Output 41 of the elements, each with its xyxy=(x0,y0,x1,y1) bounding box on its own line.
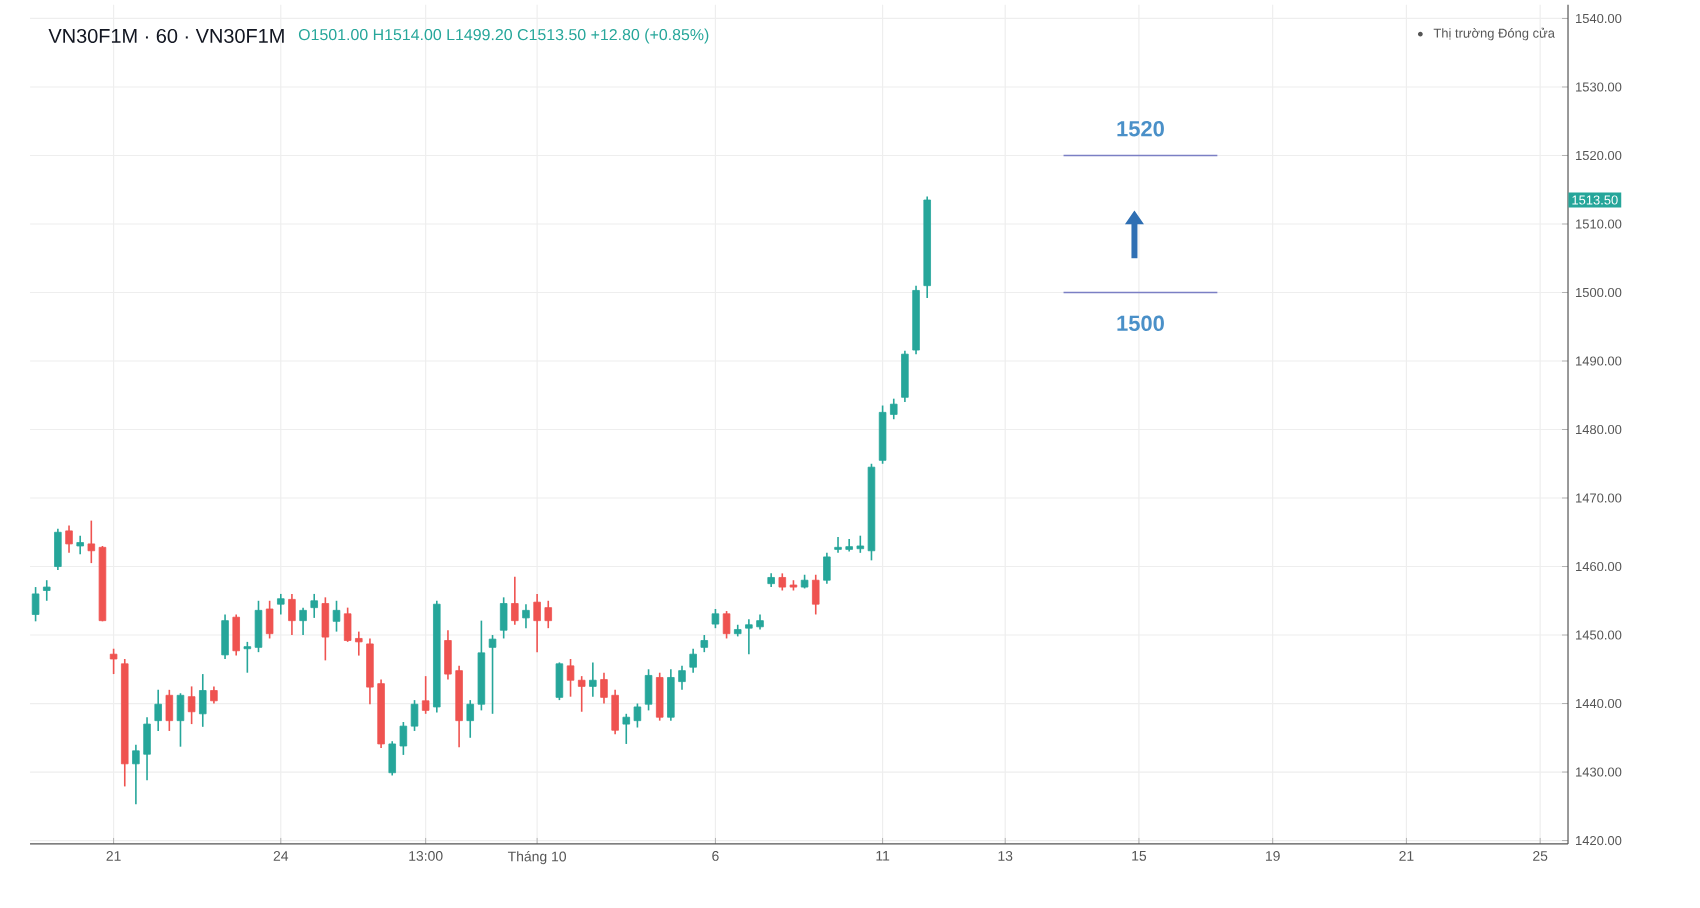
candlestick xyxy=(254,599,263,653)
candlestick xyxy=(299,606,307,636)
candlestick xyxy=(76,534,84,555)
candlestick xyxy=(165,689,174,732)
candlestick xyxy=(499,596,508,640)
candlestick xyxy=(722,610,731,640)
candlestick xyxy=(277,593,285,616)
candlestick xyxy=(655,671,664,722)
candlestick xyxy=(187,685,196,725)
candlestick xyxy=(332,599,341,633)
candlestick xyxy=(31,586,40,623)
candlestick xyxy=(823,552,831,585)
candlestick xyxy=(488,634,497,715)
candlestick xyxy=(421,675,430,715)
candlestick xyxy=(65,524,73,554)
candlestick xyxy=(555,661,564,701)
candlestick xyxy=(522,603,530,629)
candlestick xyxy=(154,689,162,732)
candlestick xyxy=(265,599,274,640)
text: VN30F1M · 60 · VN30F1M xyxy=(48,28,284,44)
candlestick xyxy=(321,596,330,662)
candlestick xyxy=(644,668,653,712)
candlestick xyxy=(176,692,185,748)
candlestick xyxy=(221,613,229,660)
candlestick xyxy=(589,661,597,698)
candlestick xyxy=(410,699,419,732)
candlestick xyxy=(811,573,820,616)
candlestick xyxy=(54,528,62,571)
candlestick xyxy=(199,673,207,728)
ref-line-label: 1520 xyxy=(1117,120,1164,137)
candlestick xyxy=(689,647,697,674)
ref-line-label: 1500 xyxy=(1117,315,1164,332)
candlestick xyxy=(511,576,519,626)
candlestick xyxy=(109,647,118,675)
candlestick xyxy=(711,608,720,629)
candlestick xyxy=(243,641,252,674)
candlestick xyxy=(901,349,909,403)
candlestick xyxy=(232,613,240,657)
candlestick xyxy=(310,593,318,619)
candlestick xyxy=(42,579,51,602)
candlestick xyxy=(288,593,296,636)
